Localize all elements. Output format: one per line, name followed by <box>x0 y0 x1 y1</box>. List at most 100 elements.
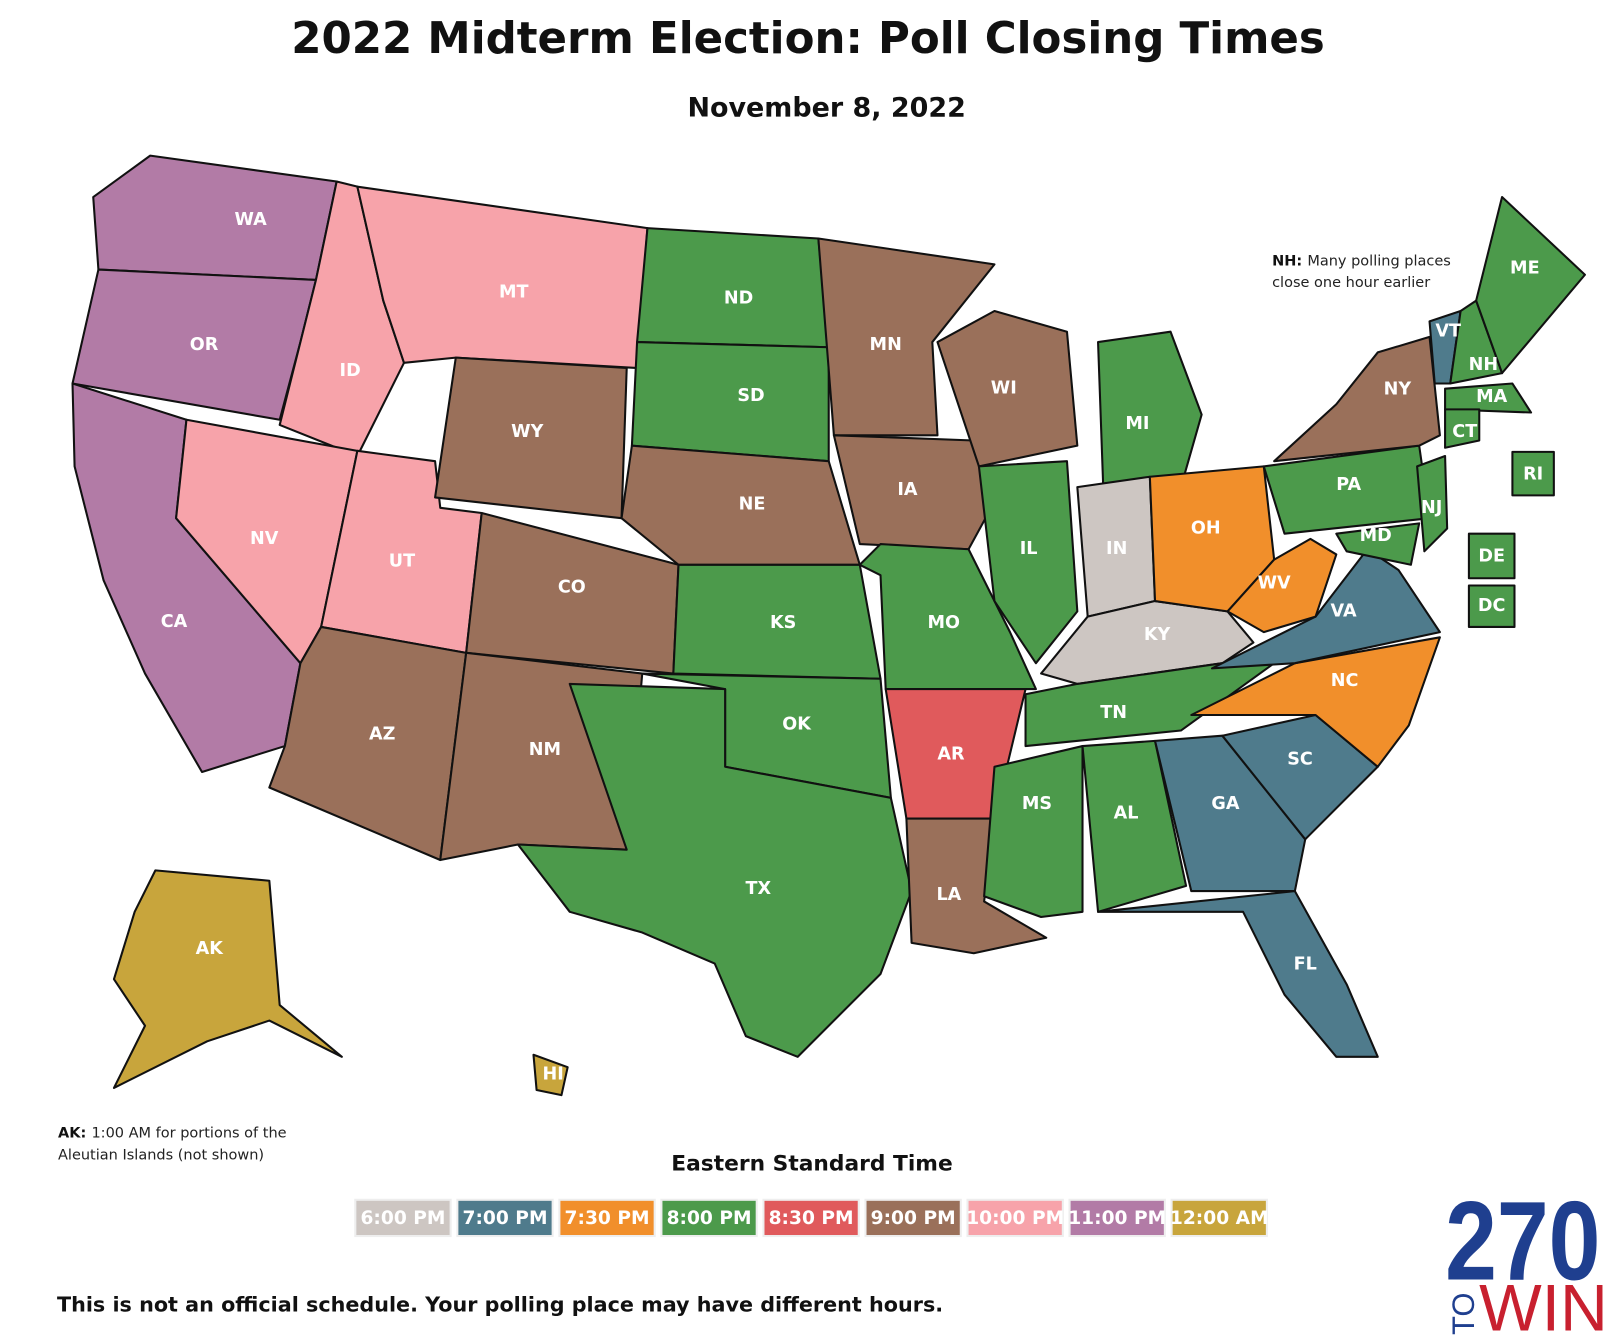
state-label: NJ <box>1421 498 1442 518</box>
note-text: Aleutian Islands (not shown) <box>58 1147 264 1163</box>
state-label: NM <box>529 740 561 760</box>
state-label: ID <box>340 361 361 381</box>
state-label: NY <box>1384 380 1412 400</box>
state-label: UT <box>389 552 415 572</box>
state <box>92 154 338 281</box>
state <box>356 185 649 369</box>
state-label: RI <box>1523 465 1543 485</box>
state-label: IA <box>897 480 918 500</box>
state-label: CA <box>161 612 188 632</box>
state-label: AL <box>1114 803 1139 823</box>
state-label: WV <box>1258 573 1291 593</box>
state-label: OH <box>1191 519 1221 539</box>
state <box>1273 335 1441 463</box>
state-label: MS <box>1022 794 1052 814</box>
legend-label: 10:00 PM <box>966 1208 1064 1229</box>
state-label: LA <box>936 885 961 905</box>
state-label: DE <box>1478 546 1505 566</box>
legend-swatch <box>354 1198 452 1238</box>
note-label: NH: <box>1272 253 1302 269</box>
state-label: AR <box>937 744 965 764</box>
state <box>1444 382 1533 414</box>
state-label: MI <box>1125 414 1149 434</box>
state-label: KY <box>1144 625 1171 645</box>
state-label: AK <box>196 939 225 959</box>
state-label: CO <box>558 578 586 598</box>
state-label: GA <box>1211 794 1239 814</box>
state-label: AZ <box>369 725 395 745</box>
title: 2022 Midterm Election: Poll Closing Time… <box>291 14 1325 64</box>
note-label: AK: <box>58 1126 86 1142</box>
state-label: TX <box>745 879 771 899</box>
state <box>832 434 1001 551</box>
state-label: HI <box>543 1064 564 1084</box>
state <box>817 237 996 437</box>
state <box>1467 532 1516 580</box>
state <box>983 745 1084 919</box>
state <box>1226 537 1338 634</box>
state-label: MO <box>927 613 960 633</box>
state-label: IN <box>1106 539 1127 559</box>
state <box>1444 408 1481 449</box>
logo-number: 270 <box>1445 1179 1600 1304</box>
logo-win: WIN <box>1479 1271 1608 1344</box>
state-label: NV <box>250 529 279 549</box>
state-label: WI <box>991 379 1017 399</box>
legend-label: 6:00 PM <box>360 1208 445 1229</box>
state-label: VT <box>1435 322 1461 342</box>
state-label: OR <box>190 335 219 355</box>
state <box>1097 890 1379 1058</box>
legend-label: 12:00 AM <box>1170 1208 1269 1229</box>
legend: 6:00 PM 7:00 PM 7:30 PM 8:00 PM 8:30 PM 9:00 … <box>354 1198 1269 1238</box>
state-label: WA <box>235 210 268 230</box>
legend-label: 7:30 PM <box>565 1208 650 1229</box>
state-label: VA <box>1331 601 1357 621</box>
state <box>1097 330 1203 489</box>
legend-swatch <box>660 1198 758 1238</box>
state-label: SC <box>1287 750 1313 770</box>
state-label: NC <box>1331 671 1359 691</box>
logo-to: TO <box>1446 1292 1481 1335</box>
legend-swatch <box>1068 1198 1166 1238</box>
legend-label: 8:00 PM <box>667 1208 752 1229</box>
state <box>532 1053 569 1097</box>
state-label: NE <box>739 495 766 515</box>
state-label: PA <box>1336 475 1361 495</box>
state-label: FL <box>1294 955 1317 975</box>
note-text: 1:00 AM for portions of the <box>91 1126 286 1142</box>
state-label: CT <box>1452 422 1477 442</box>
state-label: MD <box>1360 526 1392 546</box>
legend-swatch <box>966 1198 1064 1238</box>
legend-label: 9:00 PM <box>871 1208 956 1229</box>
note-text: Many polling places <box>1307 253 1451 269</box>
state <box>1475 196 1586 375</box>
legend-swatch <box>864 1198 962 1238</box>
legend-label: 7:00 PM <box>463 1208 548 1229</box>
footer: This is not an official schedule. Your p… <box>57 1292 943 1316</box>
legend-swatch <box>762 1198 860 1238</box>
state-label: WY <box>511 422 543 442</box>
legend-swatch <box>558 1198 656 1238</box>
state-label: TN <box>1100 703 1127 723</box>
state <box>1416 454 1449 553</box>
state-label: MN <box>870 335 902 355</box>
state-label: ME <box>1510 259 1540 279</box>
legend-label: 8:30 PM <box>769 1208 854 1229</box>
state-label: OK <box>782 714 812 734</box>
state <box>936 309 1079 468</box>
legend-title: Eastern Standard Time <box>671 1152 952 1177</box>
state-label: MT <box>499 282 529 302</box>
state <box>1153 734 1307 893</box>
state-label: DC <box>1478 596 1506 616</box>
state-label: IL <box>1020 539 1038 559</box>
state <box>1335 522 1421 566</box>
state <box>630 341 830 463</box>
state-label: NH <box>1469 355 1498 375</box>
state <box>516 682 913 1058</box>
state-label: ND <box>724 289 753 309</box>
state-label: MA <box>1476 387 1508 407</box>
notes: NH: Many polling places close one hour ear… <box>58 253 1451 1163</box>
note-text: close one hour earlier <box>1272 275 1430 291</box>
legend-swatch <box>1170 1198 1268 1238</box>
